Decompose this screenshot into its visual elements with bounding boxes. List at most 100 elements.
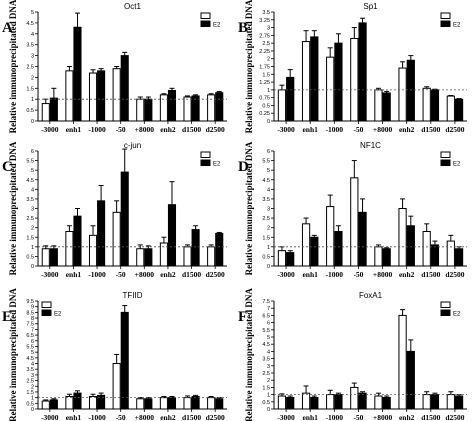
- x-tick-label: +8000: [373, 270, 393, 279]
- y-tick-label: 4: [267, 187, 270, 193]
- y-axis-label: Relative immunoprecipitated DNA: [8, 141, 18, 275]
- bar: [120, 55, 129, 122]
- y-tick-label: 2.25: [259, 49, 270, 55]
- x-tick-label: +8000: [373, 413, 393, 421]
- x-tick-label: -3000: [277, 413, 295, 421]
- y-tick-label: 0.5: [262, 254, 270, 260]
- y-tick-label: 2.5: [26, 216, 34, 222]
- y-tick-label: 0: [31, 264, 34, 270]
- bar: [277, 250, 287, 267]
- legend-swatch: [200, 20, 211, 27]
- y-tick-label: 0.75: [259, 96, 270, 102]
- chart-title: TFIID: [123, 291, 143, 300]
- chart-panel-e: E TFIID Relative immunoprecipitated DNA 00.…: [2, 288, 227, 421]
- bar: [454, 395, 464, 410]
- x-tick-label: -3000: [41, 270, 59, 279]
- bar: [406, 350, 415, 410]
- bar: [144, 248, 153, 267]
- panel-letter: B: [238, 20, 248, 36]
- y-tick-label: 6: [267, 321, 270, 327]
- y-tick-label: 0.5: [26, 108, 34, 114]
- bar: [398, 67, 407, 122]
- y-tick-label: 5: [267, 335, 270, 341]
- y-tick-label: 2.5: [26, 379, 34, 385]
- x-tick-label: enh2: [160, 125, 176, 134]
- y-axis-label: Relative immunoprecipitated DNA: [8, 288, 18, 421]
- bar: [374, 395, 383, 410]
- x-tick-label: -50: [353, 413, 363, 421]
- y-tick-label: 9: [31, 305, 34, 311]
- bar: [446, 95, 455, 122]
- bar: [422, 394, 431, 410]
- legend-label: E2: [453, 312, 461, 318]
- bar: [73, 215, 82, 267]
- x-tick-label: d2500: [445, 270, 464, 279]
- y-axis-label: Relative immunoprecipitated DNA: [244, 288, 254, 421]
- x-tick-label: -50: [353, 270, 363, 279]
- y-tick-label: 0: [31, 119, 34, 125]
- bar: [358, 392, 367, 410]
- x-tick-label: enh1: [302, 270, 318, 279]
- bar: [112, 211, 121, 267]
- legend-label: E2: [453, 162, 461, 168]
- y-axis-label: Relative immunoprecipitated DNA: [244, 141, 254, 275]
- bar: [310, 236, 319, 267]
- y-tick-label: 4.5: [26, 356, 34, 362]
- x-tick-label: +8000: [135, 413, 155, 421]
- x-tick-label: enh1: [66, 270, 82, 279]
- bar: [49, 248, 58, 267]
- y-tick-label: 3: [31, 373, 34, 379]
- bar: [326, 206, 335, 267]
- bar: [334, 42, 343, 122]
- chart-title: c-jun: [124, 141, 141, 150]
- legend-swatch: [200, 159, 211, 166]
- x-tick-label: enh1: [66, 413, 82, 421]
- panel-letter: A: [2, 20, 13, 36]
- bar: [430, 89, 440, 122]
- y-tick-label: 3: [267, 364, 270, 370]
- y-tick-label: 1: [31, 245, 34, 251]
- y-tick-label: 3.5: [262, 357, 270, 363]
- x-tick-label: d1500: [182, 125, 201, 134]
- bar: [144, 398, 153, 410]
- x-tick-label: d2500: [445, 125, 464, 134]
- y-tick-label: 5: [31, 168, 34, 174]
- y-tick-label: 1.5: [262, 72, 270, 78]
- bar: [191, 95, 200, 122]
- bar: [136, 98, 145, 122]
- y-tick-label: 2.5: [262, 41, 270, 47]
- y-tick-label: 4: [267, 349, 270, 355]
- y-tick-label: 3: [267, 26, 270, 32]
- chart-title: FoxA1: [359, 291, 383, 300]
- y-tick-label: 1: [267, 88, 270, 94]
- y-tick-label: 0: [267, 119, 270, 125]
- bar: [49, 399, 58, 410]
- y-tick-label: 1: [267, 393, 270, 399]
- x-tick-label: +8000: [135, 125, 155, 134]
- legend-swatch: [440, 159, 451, 166]
- bar: [97, 200, 106, 267]
- x-tick-label: d1500: [421, 270, 440, 279]
- legend-swatch: [200, 12, 211, 19]
- y-tick-label: 1.5: [262, 235, 270, 241]
- bar: [406, 225, 415, 267]
- panel-letter: E: [2, 309, 12, 325]
- y-tick-label: 7.5: [262, 299, 270, 305]
- y-tick-label: 1: [31, 396, 34, 402]
- x-tick-label: -1000: [326, 125, 344, 134]
- y-tick-label: 3.25: [259, 18, 270, 24]
- y-tick-label: 3.5: [26, 43, 34, 49]
- y-tick-label: 1: [31, 97, 34, 103]
- bar: [374, 89, 383, 122]
- y-tick-label: 7: [31, 327, 34, 333]
- x-tick-label: -1000: [88, 413, 106, 421]
- y-tick-label: 8: [31, 316, 34, 322]
- y-tick-label: 5.5: [262, 159, 270, 165]
- bar: [215, 398, 224, 410]
- bar: [49, 97, 58, 122]
- chart-panel-d: D NF1C Relative immunoprecipitated DNA 0 0.5…: [238, 141, 467, 279]
- bar: [334, 231, 343, 267]
- bar: [120, 171, 129, 267]
- bar: [374, 246, 383, 267]
